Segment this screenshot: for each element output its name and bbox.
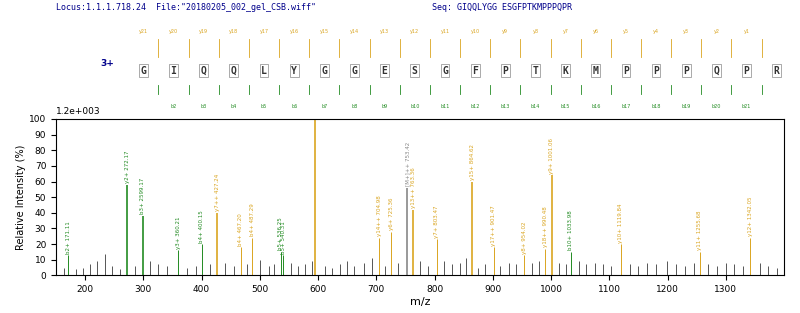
Text: b10: b10: [410, 104, 419, 109]
Text: b3+ 2599.17: b3+ 2599.17: [140, 178, 146, 214]
Text: y3: y3: [683, 29, 690, 34]
Text: b5+ 540.31: b5+ 540.31: [281, 221, 286, 254]
Text: b11: b11: [440, 104, 450, 109]
Text: b21: b21: [742, 104, 751, 109]
Text: y7+ 803.47: y7+ 803.47: [434, 205, 439, 238]
Text: y10+ 1119.84: y10+ 1119.84: [618, 203, 623, 243]
Text: b20: b20: [712, 104, 721, 109]
Text: b12: b12: [470, 104, 480, 109]
X-axis label: m/z: m/z: [410, 297, 430, 307]
Text: y19: y19: [199, 29, 208, 34]
Text: y13: y13: [380, 29, 390, 34]
Text: E: E: [382, 66, 387, 76]
Text: Q: Q: [201, 66, 206, 76]
Text: G: G: [322, 66, 327, 76]
Text: y9+ 1001.06: y9+ 1001.06: [549, 138, 554, 174]
Text: y6+ 725.36: y6+ 725.36: [389, 198, 394, 230]
Text: R: R: [774, 66, 780, 76]
Text: F: F: [472, 66, 478, 76]
Text: y6: y6: [593, 29, 598, 34]
Text: b4+ 487.29: b4+ 487.29: [250, 203, 255, 236]
Text: T: T: [533, 66, 538, 76]
Text: y18++ 990.48: y18++ 990.48: [543, 207, 548, 247]
Text: y18: y18: [230, 29, 238, 34]
Text: b6: b6: [291, 104, 298, 109]
Text: P: P: [683, 66, 689, 76]
Text: P: P: [744, 66, 750, 76]
Text: [M+]++ 753.42: [M+]++ 753.42: [405, 142, 410, 186]
Text: P: P: [502, 66, 508, 76]
Text: y12+ 1342.05: y12+ 1342.05: [748, 197, 753, 236]
Text: y17++ 901.47: y17++ 901.47: [491, 205, 496, 246]
Text: y15: y15: [320, 29, 329, 34]
Text: G: G: [351, 66, 358, 76]
Text: Q: Q: [714, 66, 719, 76]
Text: b4+ 400.15: b4+ 400.15: [199, 210, 204, 243]
Text: b3: b3: [201, 104, 207, 109]
Text: Y: Y: [291, 66, 297, 76]
Text: y10: y10: [470, 29, 480, 34]
Text: y8+ 954.02: y8+ 954.02: [522, 221, 526, 254]
Text: b19: b19: [682, 104, 691, 109]
Text: M: M: [593, 66, 598, 76]
Text: y5: y5: [623, 29, 629, 34]
Text: b2+ 171.11: b2+ 171.11: [66, 221, 70, 254]
Text: y11: y11: [440, 29, 450, 34]
Text: y7: y7: [562, 29, 569, 34]
Text: y9: y9: [502, 29, 508, 34]
Text: b18: b18: [651, 104, 661, 109]
Text: b13: b13: [501, 104, 510, 109]
Text: G: G: [141, 66, 146, 76]
Text: b5+ 536.25: b5+ 536.25: [278, 218, 283, 250]
Text: 3+: 3+: [100, 59, 114, 68]
Text: b7: b7: [321, 104, 327, 109]
Text: y20: y20: [169, 29, 178, 34]
Text: b14: b14: [530, 104, 540, 109]
Text: b10+ 1033.98: b10+ 1033.98: [568, 211, 574, 250]
Text: y2+ 272.17: y2+ 272.17: [125, 151, 130, 183]
Text: y17: y17: [259, 29, 269, 34]
Text: P: P: [653, 66, 659, 76]
Text: 1.2e+003: 1.2e+003: [56, 107, 101, 116]
Text: G: G: [442, 66, 448, 76]
Text: y13++ 763.36: y13++ 763.36: [410, 167, 416, 208]
Text: y5++ 594.84: y5++ 594.84: [313, 80, 318, 117]
Text: Seq: GIQQLYGG ESGFPTKMPPPQPR: Seq: GIQQLYGG ESGFPTKMPPPQPR: [432, 3, 572, 12]
Text: I: I: [170, 66, 177, 76]
Text: P: P: [623, 66, 629, 76]
Text: b9: b9: [382, 104, 388, 109]
Text: b4+ 467.20: b4+ 467.20: [238, 213, 243, 246]
Text: y16: y16: [290, 29, 298, 34]
Text: y2: y2: [714, 29, 719, 34]
Text: y1: y1: [743, 29, 750, 34]
Text: y14++ 704.98: y14++ 704.98: [377, 196, 382, 236]
Text: b15: b15: [561, 104, 570, 109]
Text: b17: b17: [622, 104, 630, 109]
Text: L: L: [261, 66, 267, 76]
Text: Locus:1.1.1.718.24  File:"20180205_002_gel_CSB.wiff": Locus:1.1.1.718.24 File:"20180205_002_ge…: [56, 3, 316, 12]
Text: y7++ 427.24: y7++ 427.24: [215, 174, 220, 211]
Text: y11+ 1255.68: y11+ 1255.68: [698, 211, 702, 250]
Text: Q: Q: [231, 66, 237, 76]
Y-axis label: Relative Intensity (%): Relative Intensity (%): [16, 145, 26, 250]
Text: y3+ 360.21: y3+ 360.21: [176, 216, 181, 249]
Text: b5: b5: [261, 104, 267, 109]
Text: y15+ 864.62: y15+ 864.62: [470, 144, 474, 180]
Text: y4: y4: [653, 29, 659, 34]
Text: y21: y21: [138, 29, 148, 34]
Text: S: S: [412, 66, 418, 76]
Text: y14: y14: [350, 29, 359, 34]
Text: y8: y8: [533, 29, 538, 34]
Text: b8: b8: [351, 104, 358, 109]
Text: b16: b16: [591, 104, 601, 109]
Text: y12: y12: [410, 29, 419, 34]
Text: b2: b2: [170, 104, 177, 109]
Text: K: K: [562, 66, 569, 76]
Text: b4: b4: [230, 104, 237, 109]
